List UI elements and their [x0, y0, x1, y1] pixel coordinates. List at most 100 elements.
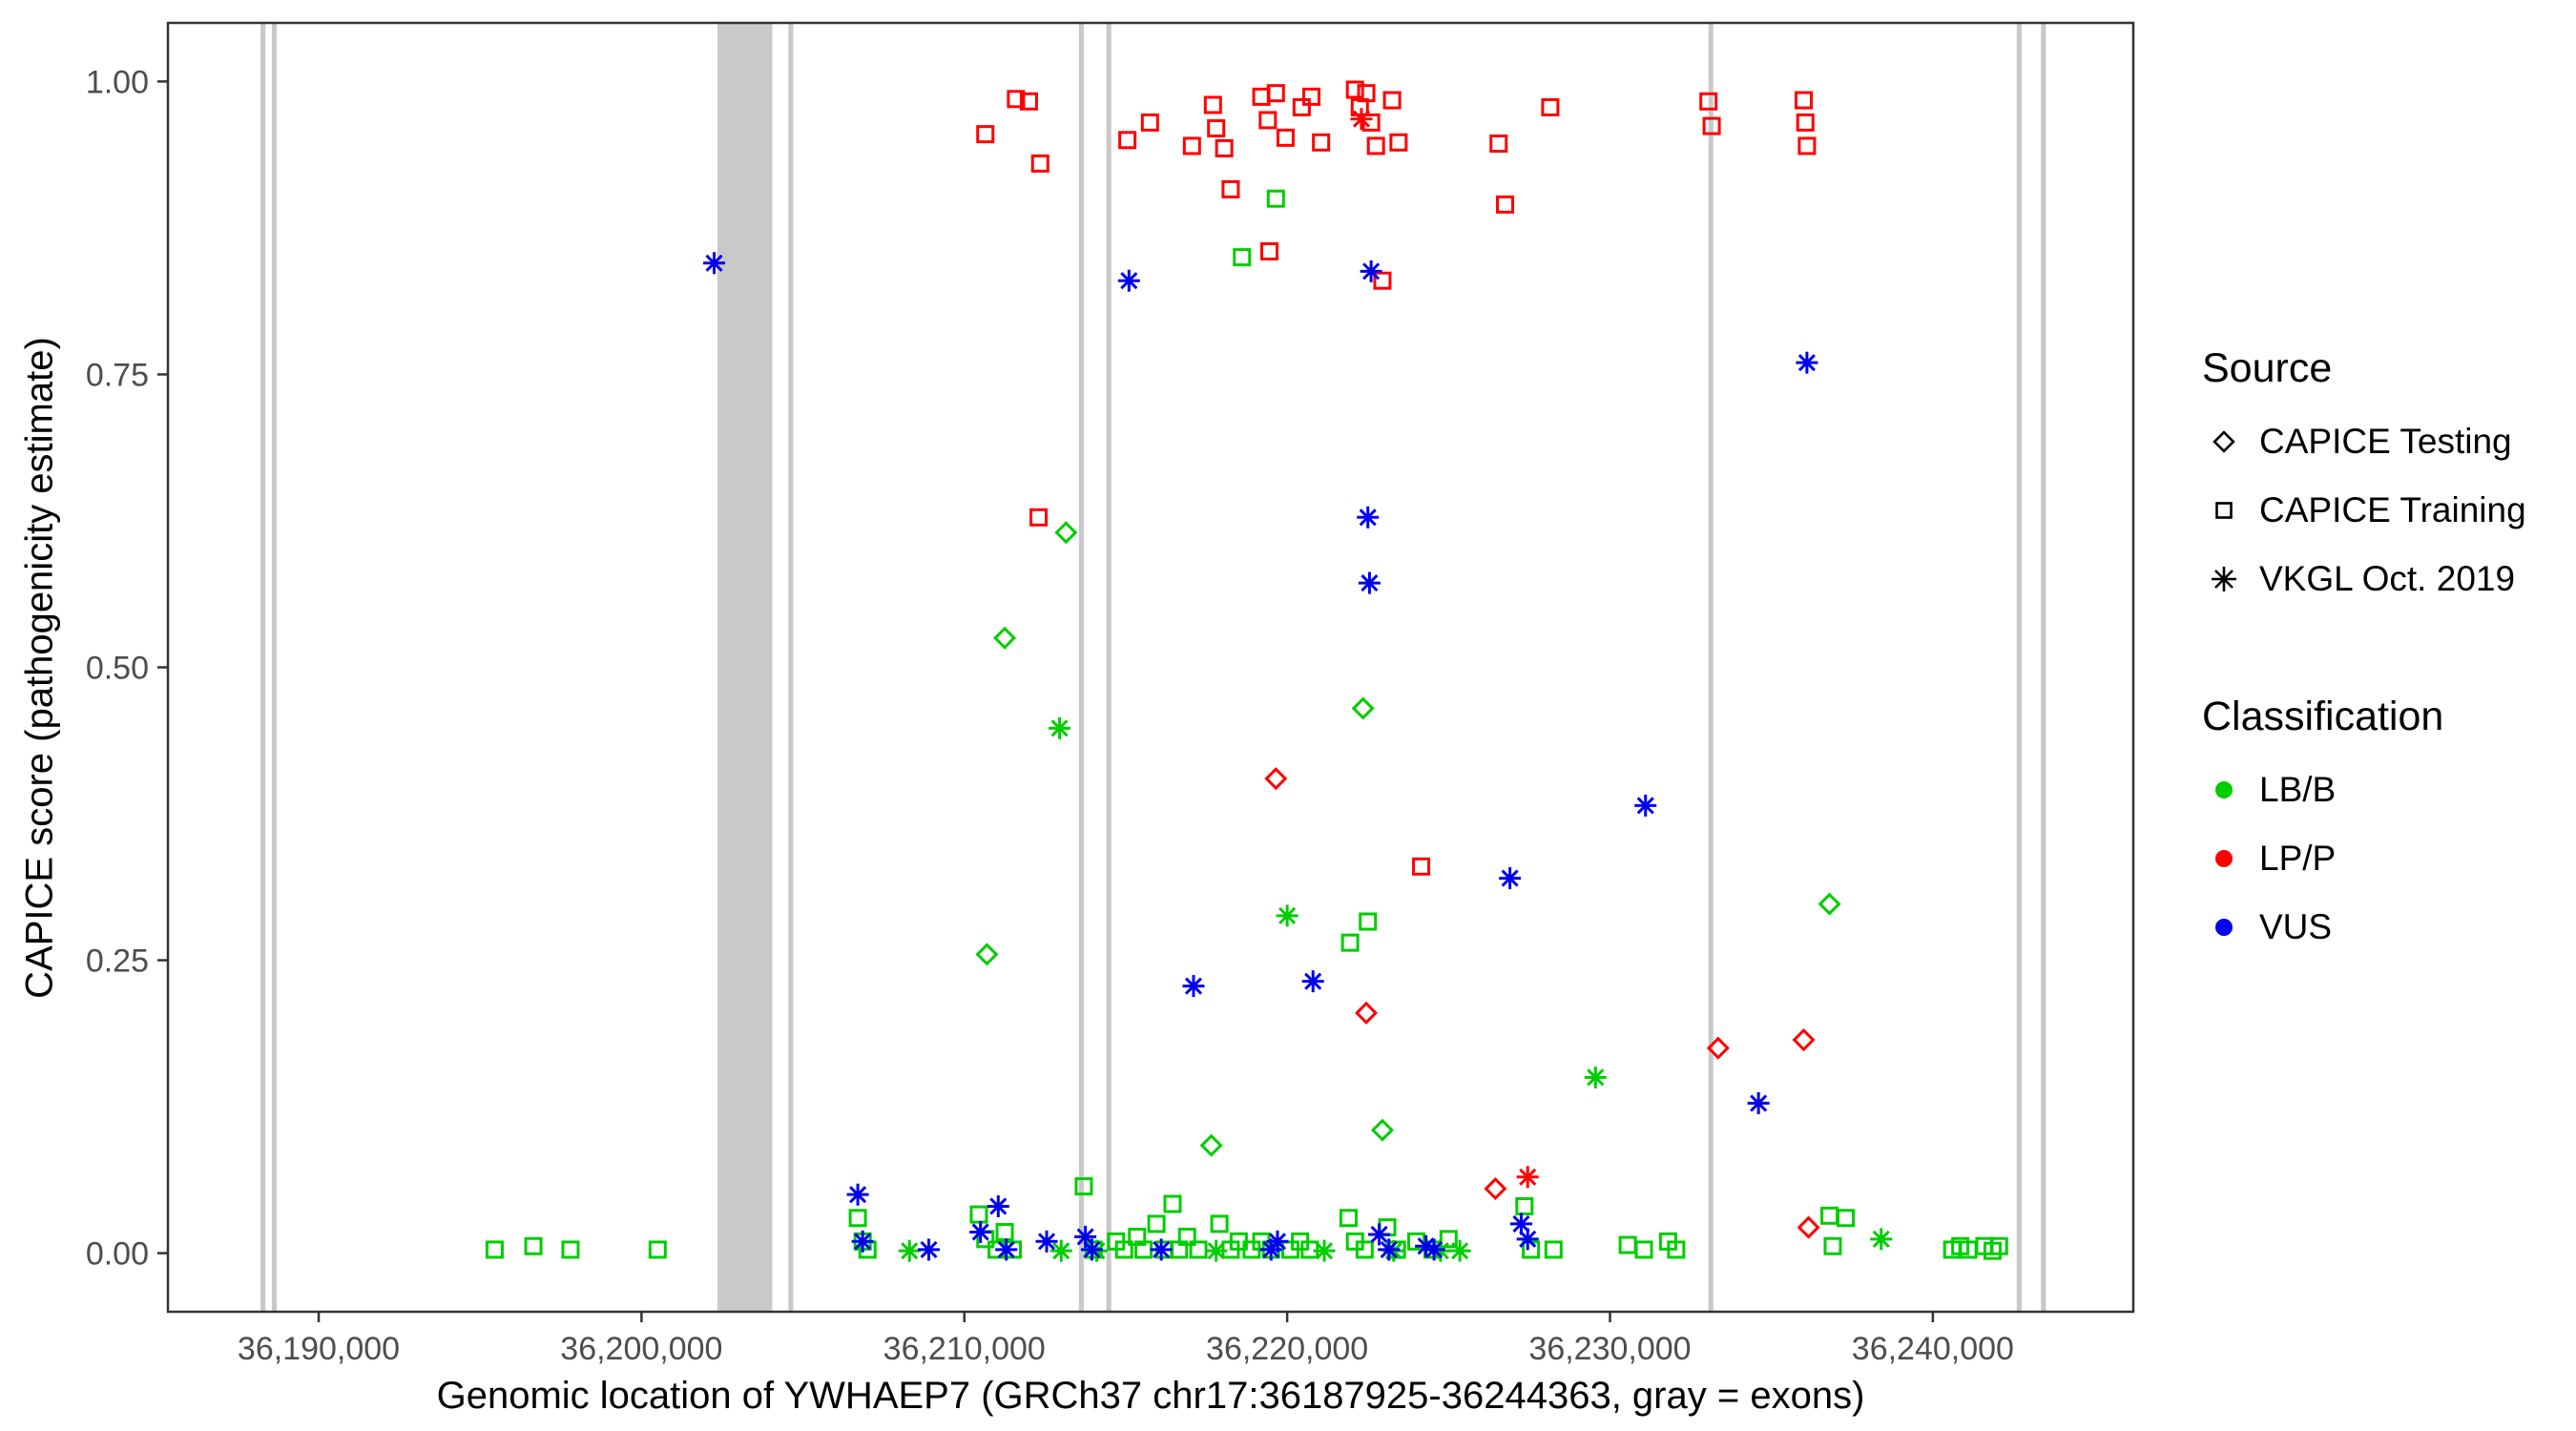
data-point — [1796, 351, 1818, 374]
data-point — [1049, 1239, 1072, 1262]
data-point — [1266, 1230, 1289, 1253]
data-point — [1792, 1028, 1816, 1052]
data-point — [1258, 111, 1278, 130]
legend-source-block: Source CAPICE Testing CAPICE Training — [2202, 345, 2526, 613]
data-point — [1355, 1001, 1379, 1025]
data-point — [1177, 1227, 1196, 1246]
data-point — [1140, 113, 1159, 132]
data-point — [1150, 1238, 1173, 1261]
data-point — [1007, 90, 1026, 109]
data-point — [1496, 195, 1515, 214]
data-point — [1389, 133, 1408, 152]
data-point — [1544, 1240, 1563, 1259]
exon-bar — [717, 23, 773, 1312]
data-point — [1618, 1235, 1637, 1255]
y-tick-label: 0.00 — [86, 1236, 149, 1273]
data-point — [648, 1240, 667, 1259]
data-point — [1439, 1230, 1458, 1249]
data-point — [1266, 84, 1285, 103]
legend-source-title: Source — [2202, 345, 2333, 391]
data-point — [1182, 975, 1205, 998]
legend-item-lpp: LP/P — [2202, 824, 2526, 893]
data-point — [1252, 87, 1271, 106]
square-icon — [2215, 502, 2233, 519]
data-point — [995, 1222, 1014, 1241]
legend-item-label: VKGL Oct. 2019 — [2259, 559, 2516, 598]
data-point — [1837, 1209, 1856, 1228]
data-point — [1370, 1118, 1394, 1142]
data-point — [1029, 508, 1049, 527]
legend-item-label: LP/P — [2259, 839, 2337, 878]
data-point — [1667, 1240, 1686, 1259]
data-point — [1199, 1133, 1223, 1157]
data-point — [1114, 1240, 1133, 1259]
asterisk-icon — [2212, 567, 2236, 591]
data-point — [848, 1209, 867, 1228]
data-point — [987, 1194, 1009, 1217]
data-point — [995, 1238, 1018, 1261]
data-point — [1702, 116, 1721, 135]
x-tick-label: 36,240,000 — [1852, 1331, 2014, 1367]
data-point — [1516, 1166, 1539, 1189]
data-point — [1118, 131, 1137, 150]
data-point — [1339, 1209, 1358, 1228]
y-tick-label: 1.00 — [86, 64, 149, 100]
exon-bar — [260, 23, 266, 1312]
data-point — [1516, 1228, 1539, 1251]
data-point — [1989, 1236, 2008, 1255]
legend-item-capice-training: CAPICE Training — [2202, 476, 2526, 545]
data-point — [1373, 271, 1392, 290]
data-point — [1182, 136, 1201, 156]
legend-item-vus: VUS — [2202, 893, 2526, 962]
data-point — [1489, 135, 1508, 154]
legend-item-capice-testing: CAPICE Testing — [2202, 407, 2526, 476]
legend-item-lbb: LB/B — [2202, 756, 2526, 824]
data-point — [1584, 1066, 1607, 1089]
y-tick-label: 0.25 — [86, 944, 149, 980]
data-point — [1210, 1214, 1229, 1234]
data-point — [1264, 767, 1288, 791]
data-point — [1350, 108, 1373, 131]
data-point — [1313, 1239, 1336, 1262]
diamond-icon — [2212, 430, 2235, 453]
x-tick-label: 36,190,000 — [238, 1331, 400, 1367]
data-point — [1301, 970, 1324, 993]
data-point — [918, 1238, 941, 1261]
data-point — [1215, 138, 1234, 157]
data-point — [1340, 933, 1360, 952]
data-point — [1357, 84, 1376, 103]
data-point — [1205, 1239, 1228, 1262]
data-point — [1366, 136, 1385, 156]
data-point — [1203, 95, 1222, 114]
legend-item-label: LB/B — [2259, 770, 2337, 809]
data-point — [846, 1183, 869, 1206]
legend-classification-block: Classification LB/B LP/P VUS — [2202, 694, 2526, 962]
data-point — [969, 1220, 992, 1243]
data-point — [976, 125, 995, 144]
legend-item-label: CAPICE Testing — [2259, 422, 2512, 461]
data-point — [1302, 87, 1321, 106]
data-point — [1796, 113, 1815, 132]
data-point — [1818, 892, 1841, 916]
data-point — [1699, 92, 1718, 111]
x-tick-label: 36,210,000 — [883, 1331, 1046, 1367]
data-point — [1163, 1194, 1182, 1213]
x-axis-title: Genomic location of YWHAEP7 (GRCh37 chr1… — [436, 1375, 1865, 1417]
exon-bar — [1708, 23, 1714, 1312]
data-point — [1054, 521, 1078, 545]
exon-bar — [788, 23, 794, 1312]
data-point — [1351, 696, 1375, 720]
data-point — [703, 252, 726, 275]
red-dot-icon — [2215, 850, 2233, 867]
legend-item-vkgl: VKGL Oct. 2019 — [2202, 545, 2526, 613]
data-point — [1147, 1214, 1166, 1234]
data-point — [1221, 179, 1240, 198]
data-point — [1080, 1238, 1103, 1261]
data-point — [1747, 1091, 1770, 1114]
data-point — [1260, 241, 1279, 260]
data-point — [1423, 1238, 1445, 1261]
data-point — [1019, 92, 1038, 111]
data-point — [1117, 269, 1140, 292]
